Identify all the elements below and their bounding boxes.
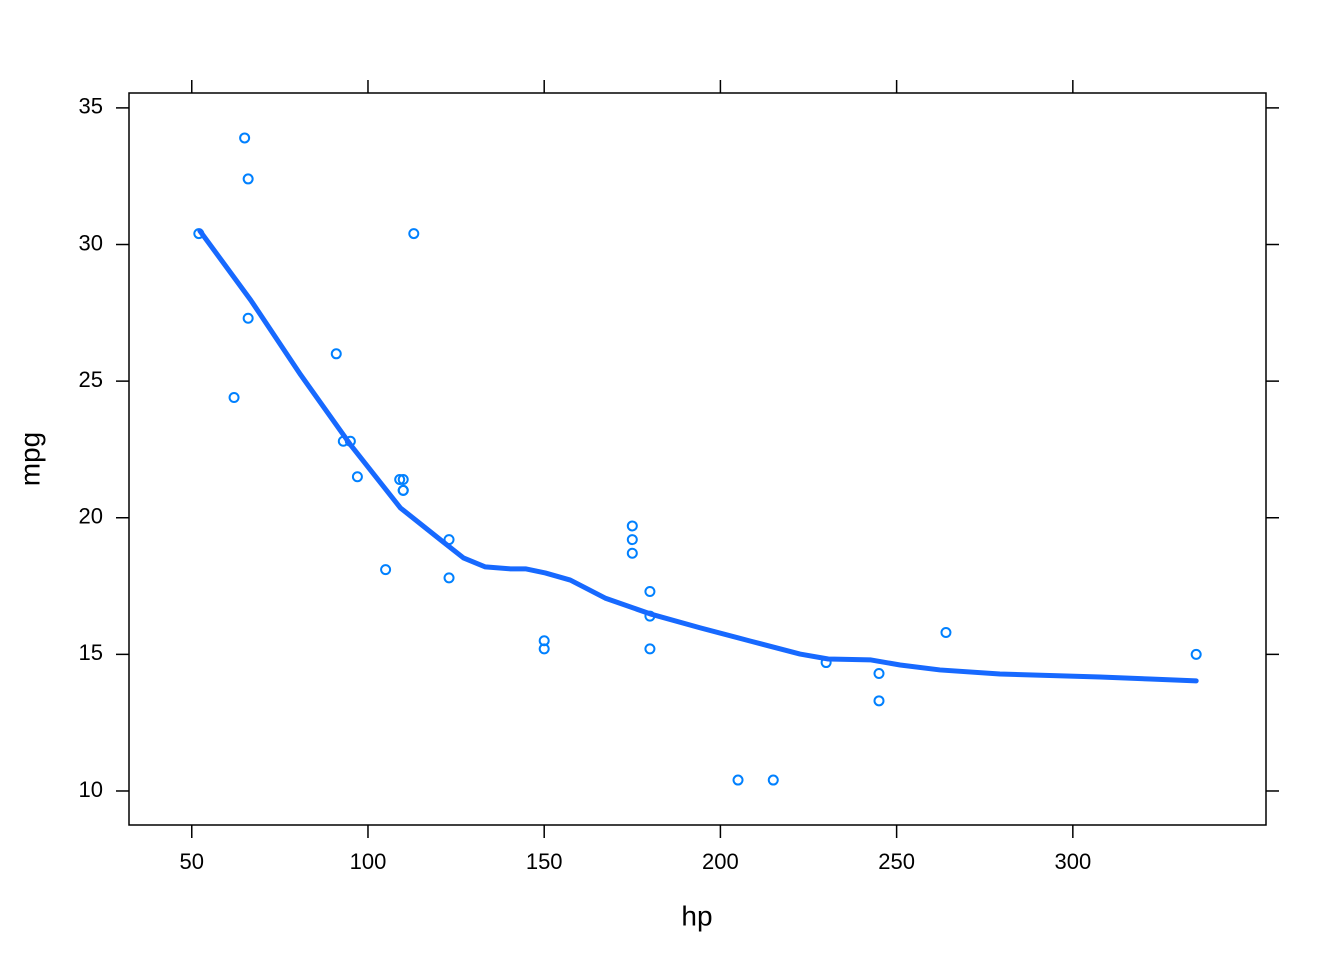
point	[873, 667, 885, 679]
point	[626, 534, 638, 546]
point	[408, 228, 420, 240]
point	[873, 695, 885, 707]
smooth-line	[197, 228, 1199, 684]
point	[644, 586, 656, 598]
point	[228, 392, 240, 404]
point	[351, 471, 363, 483]
point	[242, 173, 254, 185]
y-tick-label: 20	[79, 504, 103, 529]
point	[443, 572, 455, 584]
x-tick-label: 300	[1054, 849, 1091, 874]
point	[397, 473, 409, 485]
point	[940, 627, 952, 639]
x-tick-label: 150	[526, 849, 563, 874]
y-tick-label: 25	[79, 367, 103, 392]
x-tick-label: 50	[180, 849, 204, 874]
point	[732, 774, 744, 786]
point	[626, 520, 638, 532]
point	[394, 473, 406, 485]
point	[330, 348, 342, 360]
x-tick-label: 200	[702, 849, 739, 874]
y-tick-label: 30	[79, 230, 103, 255]
point	[1190, 648, 1202, 660]
point	[239, 132, 251, 144]
point	[538, 643, 550, 655]
y-tick-label: 35	[79, 94, 103, 119]
point	[397, 484, 409, 496]
point	[644, 643, 656, 655]
y-tick-label: 15	[79, 640, 103, 665]
x-tick-label: 100	[350, 849, 387, 874]
x-axis-label: hp	[681, 900, 712, 931]
x-tick-label: 250	[878, 849, 915, 874]
point	[380, 564, 392, 576]
point	[242, 312, 254, 324]
y-axis-label: mpg	[14, 432, 45, 486]
point	[767, 774, 779, 786]
plot-frame	[128, 92, 1267, 826]
y-tick-label: 10	[79, 777, 103, 802]
point	[626, 547, 638, 559]
